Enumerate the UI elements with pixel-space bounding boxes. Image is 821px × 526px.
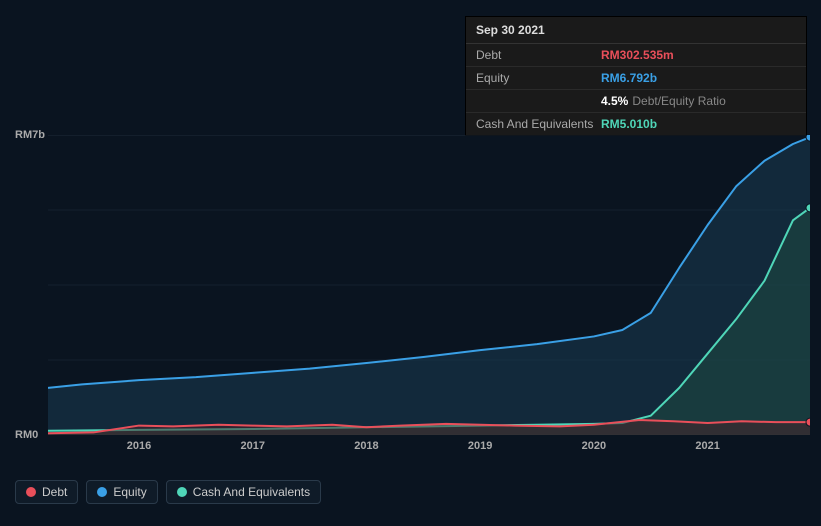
legend-label: Cash And Equivalents (193, 485, 310, 499)
tooltip-value: 4.5%Debt/Equity Ratio (601, 94, 726, 108)
chart-plot-area[interactable] (48, 135, 810, 435)
x-axis-tick: 2021 (695, 440, 719, 452)
tooltip-label: Equity (476, 71, 601, 85)
tooltip-label (476, 94, 601, 108)
x-axis-tick: 2017 (240, 440, 264, 452)
tooltip-row: 4.5%Debt/Equity Ratio (466, 90, 806, 113)
tooltip-value: RM6.792b (601, 71, 657, 85)
legend-label: Debt (42, 485, 67, 499)
legend-swatch (177, 487, 187, 497)
chart-legend: Debt Equity Cash And Equivalents (15, 480, 321, 504)
legend-item-debt[interactable]: Debt (15, 480, 78, 504)
x-axis-tick: 2018 (354, 440, 378, 452)
tooltip-row: EquityRM6.792b (466, 67, 806, 90)
chart-tooltip: Sep 30 2021 DebtRM302.535mEquityRM6.792b… (465, 16, 807, 136)
tooltip-date: Sep 30 2021 (466, 17, 806, 44)
x-axis-tick: 2019 (468, 440, 492, 452)
y-axis-tick: RM0 (15, 429, 50, 441)
tooltip-value: RM302.535m (601, 48, 674, 62)
legend-item-cash-and-equivalents[interactable]: Cash And Equivalents (166, 480, 321, 504)
legend-item-equity[interactable]: Equity (86, 480, 157, 504)
x-axis-tick: 2020 (582, 440, 606, 452)
tooltip-label: Debt (476, 48, 601, 62)
tooltip-row: DebtRM302.535m (466, 44, 806, 67)
x-axis-tick: 2016 (127, 440, 151, 452)
legend-swatch (26, 487, 36, 497)
legend-swatch (97, 487, 107, 497)
legend-label: Equity (113, 485, 146, 499)
y-axis-tick: RM7b (15, 129, 50, 141)
financial-chart: RM0 RM7b 2016 2017 2018 2019 2020 2021 (15, 120, 810, 500)
